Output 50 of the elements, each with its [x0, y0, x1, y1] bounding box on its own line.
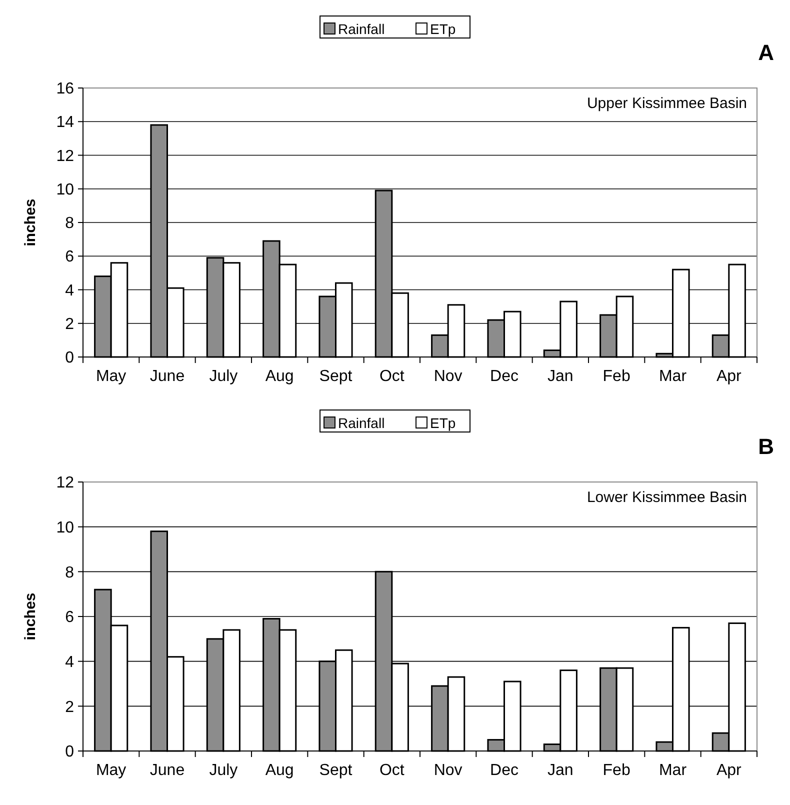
x-tick-label: Mar [658, 368, 688, 385]
y-tick-label: 12 [56, 474, 74, 492]
x-tick-label: July [209, 762, 238, 779]
x-tick-label: Nov [434, 368, 462, 385]
x-tick-label: Sept [319, 762, 353, 779]
y-tick-label: 14 [56, 114, 74, 132]
x-tick-label: June [150, 368, 185, 385]
x-tick-label: Feb [602, 762, 630, 779]
x-tick-label: Jan [548, 762, 574, 779]
y-tick-label: 2 [65, 698, 74, 716]
y-tick-label: 0 [65, 350, 74, 367]
x-tick-label: July [209, 368, 238, 385]
y-axis-title: inches [22, 592, 39, 640]
x-tick-label: Oct [379, 368, 405, 385]
x-tick-label: Jan [548, 368, 574, 385]
y-tick-label: 4 [65, 282, 74, 300]
x-tick-label: Feb [602, 368, 630, 385]
y-tick-label: 2 [65, 316, 74, 333]
x-tick-label: May [96, 762, 126, 779]
y-tick-label: 16 [56, 80, 74, 98]
x-tick-label: Dec [490, 762, 518, 779]
x-tick-label: Aug [265, 762, 294, 779]
x-tick-label: Apr [716, 762, 742, 779]
legend-label: ETp [430, 415, 456, 431]
legend-label: Rainfall [338, 415, 385, 431]
y-axis-title: inches [22, 198, 39, 246]
x-tick-label: Dec [490, 368, 518, 385]
y-tick-label: 4 [65, 654, 74, 671]
annotation: Lower Kissimmee Basin [586, 489, 747, 506]
y-tick-label: 8 [65, 215, 74, 232]
y-tick-label: 10 [56, 181, 74, 198]
annotation: Upper Kissimmee Basin [586, 95, 747, 112]
text: B [758, 434, 774, 459]
y-tick-label: 6 [65, 248, 74, 266]
legend-label: Rainfall [338, 21, 385, 37]
x-tick-label: Sept [319, 368, 353, 385]
x-tick-label: Oct [379, 762, 405, 779]
y-tick-label: 6 [65, 609, 74, 626]
y-tick-label: 8 [65, 564, 74, 582]
legend-label: ETp [430, 21, 456, 37]
x-tick-label: Apr [716, 368, 742, 385]
x-tick-label: June [150, 762, 185, 779]
x-tick-label: Aug [265, 368, 294, 385]
y-tick-label: 12 [56, 148, 74, 165]
y-tick-label: 0 [65, 744, 74, 761]
x-tick-label: Mar [658, 762, 688, 779]
x-tick-label: Nov [434, 762, 462, 779]
text: A [758, 40, 774, 65]
x-tick-label: May [96, 368, 126, 385]
y-tick-label: 10 [56, 519, 74, 536]
